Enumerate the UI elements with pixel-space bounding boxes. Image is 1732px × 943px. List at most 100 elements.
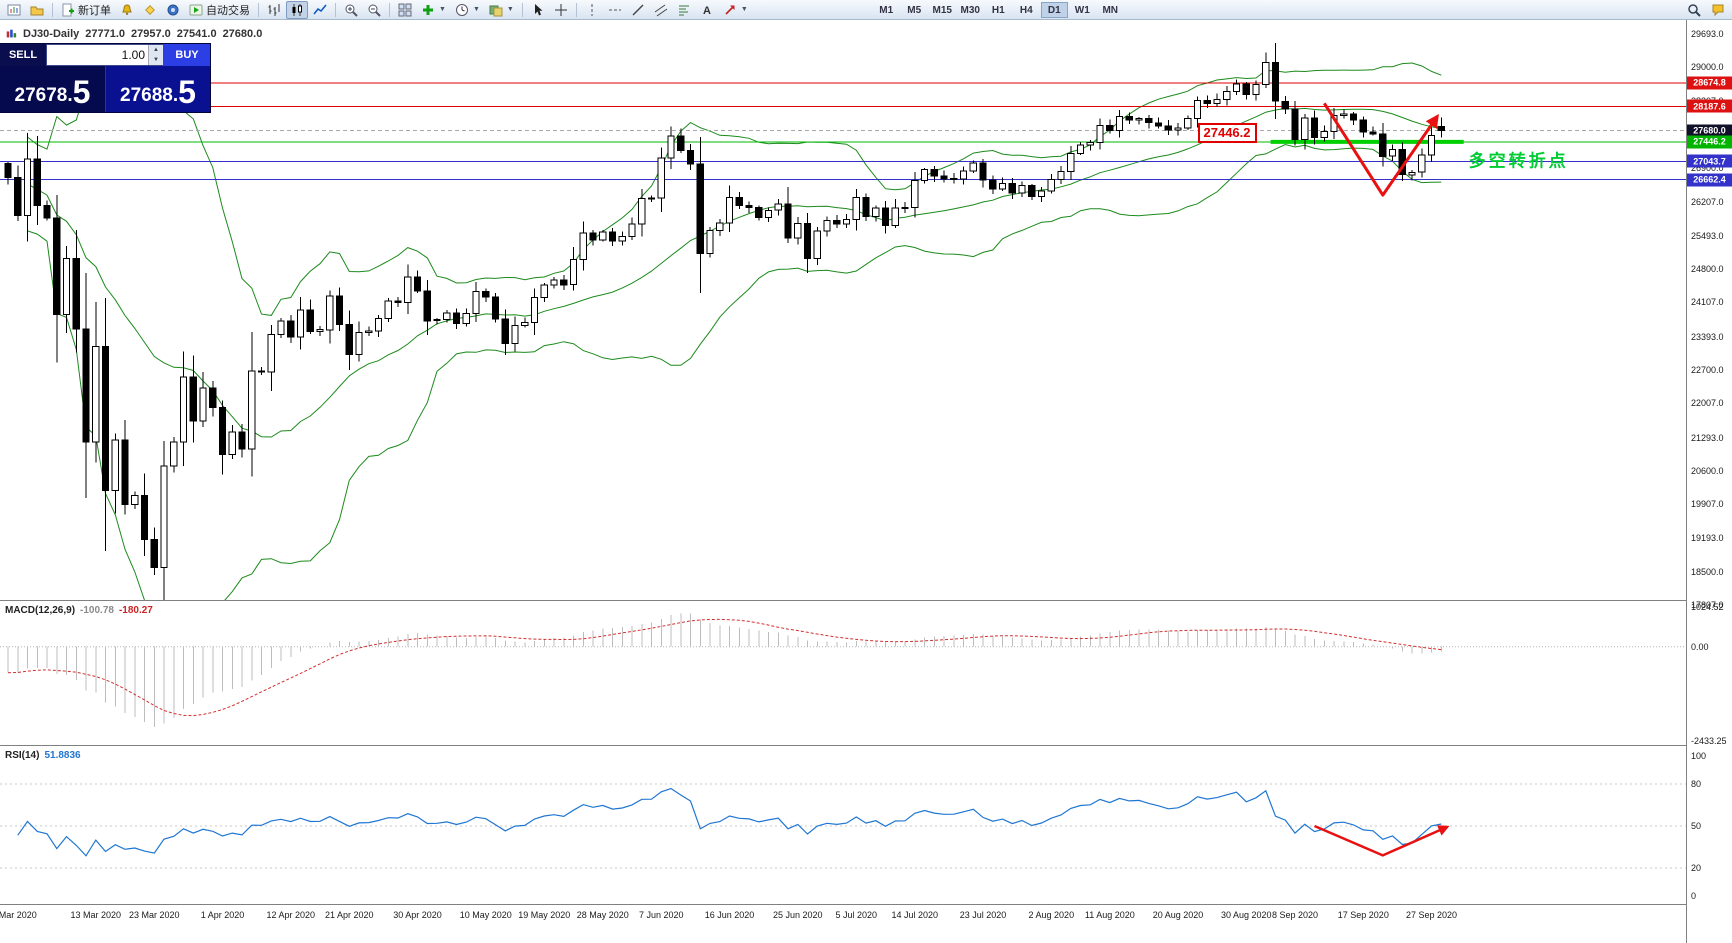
profiles-button[interactable] <box>26 1 48 19</box>
timeframe-h4[interactable]: H4 <box>1013 2 1040 18</box>
zoom-out-icon <box>368 4 381 17</box>
macd-name: MACD(12,26,9) <box>5 605 76 616</box>
metaeditor-icon <box>145 4 155 15</box>
date-label: 23 Jul 2020 <box>959 910 1007 920</box>
fibonacci-button[interactable] <box>673 1 695 19</box>
bar-chart-icon <box>268 3 280 16</box>
chart-icon <box>6 29 17 38</box>
channel-button[interactable] <box>650 1 672 19</box>
new-chart-icon <box>7 4 21 15</box>
rsi-arrow-annotation[interactable] <box>1314 824 1450 857</box>
date-label: 5 Jul 2020 <box>835 910 878 920</box>
alerts-button[interactable] <box>116 1 138 19</box>
sell-button[interactable]: SELL <box>0 44 46 66</box>
chart-window[interactable]: DJ30-Daily 27771.0 27957.0 27541.0 27680… <box>0 20 1732 943</box>
timeframe-m5[interactable]: M5 <box>901 2 928 18</box>
community-button[interactable] <box>1707 1 1729 19</box>
rsi-panel[interactable] <box>0 746 1686 906</box>
timeframe-w1[interactable]: W1 <box>1069 2 1096 18</box>
bar-chart-button[interactable] <box>263 1 285 19</box>
price-tick: 20600.0 <box>1691 465 1724 476</box>
date-label: Mar 2020 <box>0 910 37 920</box>
buy-price-main: 27688 <box>120 85 173 106</box>
timeframe-m30[interactable]: M30 <box>957 2 984 18</box>
auto-trading-button[interactable]: 自动交易 <box>185 1 254 19</box>
date-label: 13 Mar 2020 <box>70 910 122 920</box>
panel-separator[interactable] <box>0 600 1732 601</box>
vertical-line-button[interactable] <box>581 1 603 19</box>
dropdown-caret-icon: ▼ <box>506 6 514 13</box>
toolbar-right-group <box>1683 1 1729 19</box>
rsi-label: RSI(14) 51.8836 <box>5 750 81 761</box>
zoom-in-button[interactable] <box>340 1 362 19</box>
rsi-axis-label: 0 <box>1691 891 1697 901</box>
symbol-label: DJ30-Daily <box>23 28 80 40</box>
new-chart-button[interactable] <box>3 1 25 19</box>
horizontal-line-button[interactable] <box>604 1 626 19</box>
new-order-icon <box>62 3 74 16</box>
price-tick: 22700.0 <box>1691 364 1724 375</box>
candle-chart-icon <box>292 3 302 16</box>
macd-panel[interactable] <box>0 601 1686 746</box>
rsi-value: 51.8836 <box>44 750 81 761</box>
text-button[interactable]: A <box>696 1 718 19</box>
sell-price-dot: . <box>67 85 73 106</box>
community-icon <box>1712 4 1724 16</box>
trade-prices-row: 27678. 5 27688. 5 <box>0 66 210 112</box>
bollinger-bands <box>27 62 1442 600</box>
zoom-out-button[interactable] <box>363 1 385 19</box>
timeframe-h1[interactable]: H1 <box>985 2 1012 18</box>
indicators-button[interactable]: ▼ <box>417 1 450 19</box>
candle-chart-button[interactable] <box>286 0 308 19</box>
bottom-margin <box>0 928 1732 943</box>
cursor-button[interactable] <box>527 1 549 19</box>
timeframe-d1[interactable]: D1 <box>1040 1 1068 18</box>
candlestick-chart[interactable] <box>0 20 1686 600</box>
rsi-levels <box>0 783 1686 869</box>
high-value: 27957.0 <box>131 28 171 40</box>
metaeditor-button[interactable] <box>139 1 161 19</box>
periods-button[interactable]: ▼ <box>451 1 484 19</box>
buy-price-big: 5 <box>178 74 196 110</box>
volume-down-button[interactable]: ▼ <box>149 55 163 65</box>
timeframe-m1[interactable]: M1 <box>873 2 900 18</box>
price-tick: 19907.0 <box>1691 499 1724 510</box>
timeframe-m15[interactable]: M15 <box>929 2 956 18</box>
volume-up-button[interactable]: ▲ <box>149 45 163 55</box>
templates-button[interactable]: ▼ <box>485 1 518 19</box>
chart-title-overlay: DJ30-Daily 27771.0 27957.0 27541.0 27680… <box>5 28 262 40</box>
price-arrow-annotation[interactable] <box>1323 102 1439 197</box>
crosshair-button[interactable] <box>550 1 572 19</box>
price-tick: 23393.0 <box>1691 331 1724 342</box>
candles-series <box>4 43 1445 600</box>
timeframe-toolbar: M1 M5 M15 M30 H1 H4 D1 W1 MN <box>873 1 1124 18</box>
search-button[interactable] <box>1683 1 1705 19</box>
volume-input[interactable] <box>47 45 148 65</box>
price-callout[interactable]: 27446.2 <box>1197 122 1257 143</box>
new-order-button[interactable]: 新订单 <box>57 1 115 19</box>
line-chart-button[interactable] <box>309 1 331 19</box>
price-tick: 25493.0 <box>1691 230 1724 241</box>
buy-price[interactable]: 27688. 5 <box>105 66 210 112</box>
date-label: 30 Apr 2020 <box>393 910 442 920</box>
strategy-tester-button[interactable] <box>162 1 184 19</box>
tile-windows-button[interactable] <box>394 1 416 19</box>
macd-axis-label: 0.00 <box>1691 641 1709 652</box>
time-scale[interactable]: Mar 2020 13 Mar 2020 23 Mar 2020 1 Apr 2020… <box>0 905 1686 928</box>
indicators-icon <box>423 4 433 15</box>
toolbar-separator <box>52 2 53 17</box>
vertical-line-icon <box>591 3 593 16</box>
trendline-button[interactable] <box>627 1 649 19</box>
auto-trading-label: 自动交易 <box>206 4 250 17</box>
chart-note-text[interactable]: 多空转折点 <box>1468 151 1569 171</box>
price-scale[interactable]: 29693.029000.028307.027593.026900.026207… <box>1686 20 1732 943</box>
sell-price[interactable]: 27678. 5 <box>0 66 105 112</box>
panel-separator[interactable] <box>0 745 1732 746</box>
macd-signal-value: -180.27 <box>118 605 153 616</box>
arrows-tool-button[interactable]: ▼ <box>719 1 752 19</box>
price-tick: 17807.0 <box>1691 600 1724 610</box>
rsi-axis-label: 80 <box>1691 779 1702 789</box>
price-marker: 28674.8 <box>1687 76 1732 90</box>
buy-button[interactable]: BUY <box>164 44 210 66</box>
timeframe-mn[interactable]: MN <box>1097 2 1124 18</box>
